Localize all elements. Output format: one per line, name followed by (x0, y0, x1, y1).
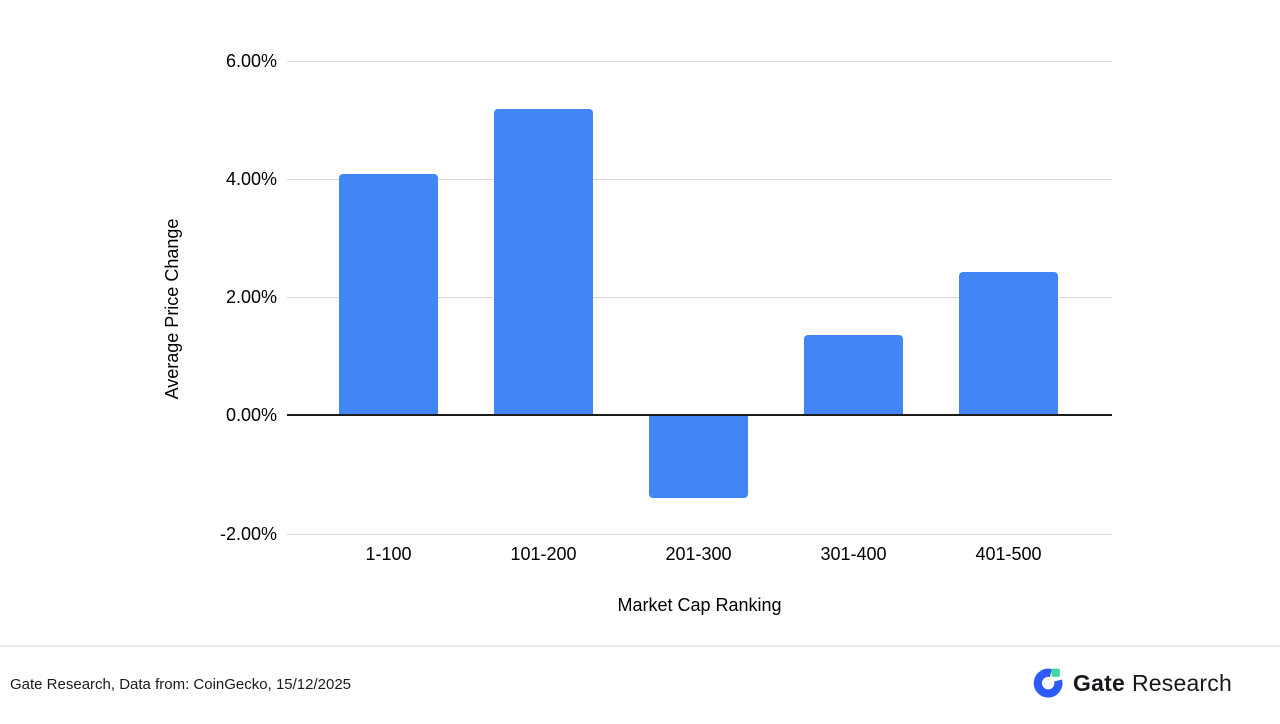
y-tick-label: 2.00% (225, 287, 277, 308)
gridline (287, 179, 1112, 181)
y-tick-label: 6.00% (225, 51, 277, 71)
zero-axis-line (287, 414, 1112, 417)
logo-brand-gate: Gate (1073, 669, 1125, 696)
gate-research-logo: Gate Research (1031, 665, 1232, 701)
x-tick-label: 201-300 (665, 544, 732, 564)
y-tick-label: 4.00% (225, 169, 277, 190)
x-tick-label: 401-500 (975, 544, 1042, 564)
gridline (287, 297, 1112, 299)
bar (649, 415, 748, 499)
gridline (287, 533, 1112, 535)
x-tick-label: 301-400 (820, 544, 887, 564)
x-tick-label: 101-200 (510, 544, 577, 564)
y-tick-label: 0.00% (225, 405, 277, 426)
bar (494, 109, 593, 416)
gridline (287, 61, 1112, 62)
bar (959, 271, 1058, 416)
logo-wordmark: Gate Research (1073, 670, 1232, 697)
logo-brand-research: Research (1131, 669, 1232, 696)
gate-logo-icon (1033, 668, 1063, 698)
gate-logo-green-square (1051, 668, 1060, 677)
footer-divider (0, 645, 1280, 647)
x-tick-label: 1-100 (365, 544, 412, 564)
bar (339, 174, 438, 416)
y-tick-label: -2.00% (219, 523, 277, 544)
source-attribution: Gate Research, Data from: CoinGecko, 15/… (10, 676, 352, 693)
x-axis-title: Market Cap Ranking (617, 595, 782, 615)
bar (804, 335, 903, 416)
